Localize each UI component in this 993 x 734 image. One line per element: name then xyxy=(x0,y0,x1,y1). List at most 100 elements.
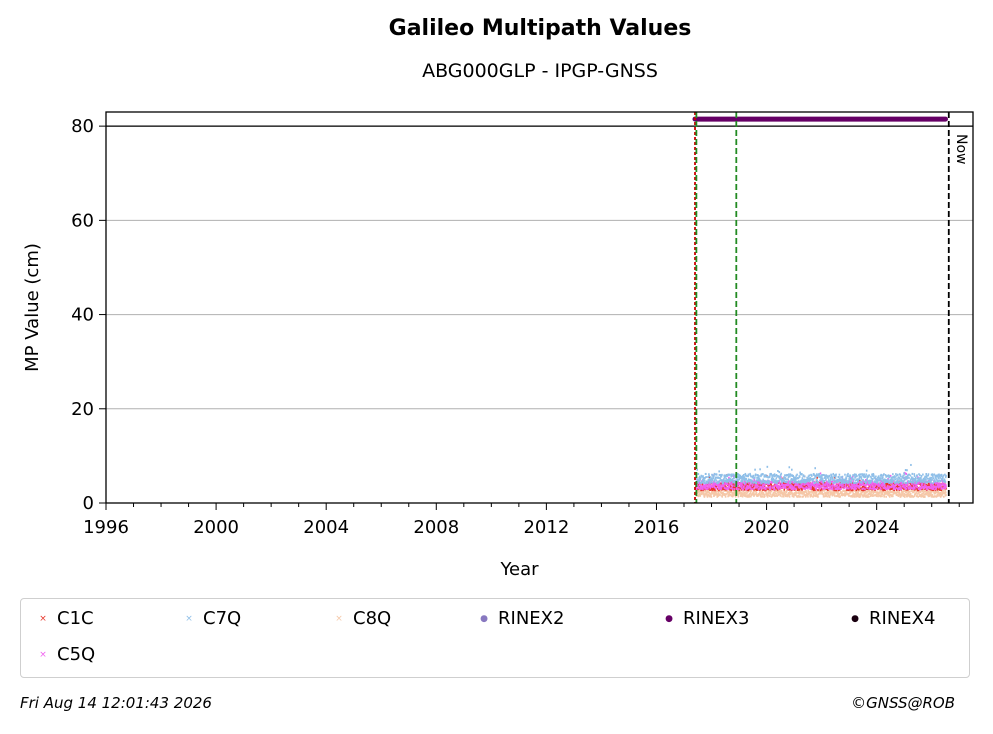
data-point xyxy=(742,475,744,478)
data-point xyxy=(866,478,868,481)
data-point xyxy=(923,490,926,493)
data-point xyxy=(872,483,874,486)
data-point xyxy=(757,494,760,497)
data-point xyxy=(812,489,815,492)
data-point xyxy=(863,480,866,483)
data-point xyxy=(703,481,705,484)
data-point xyxy=(712,483,715,486)
data-point xyxy=(845,490,848,493)
data-point xyxy=(817,489,819,492)
data-point xyxy=(903,473,906,476)
data-point xyxy=(900,493,902,496)
data-point xyxy=(789,481,792,484)
data-point xyxy=(780,485,783,488)
data-point xyxy=(892,489,894,492)
data-point xyxy=(792,486,794,489)
data-point xyxy=(760,495,763,498)
data-point xyxy=(845,481,848,484)
data-point xyxy=(906,490,909,493)
data-point xyxy=(727,480,729,483)
data-point xyxy=(730,483,733,486)
data-point xyxy=(736,485,739,488)
data-point xyxy=(879,482,881,485)
data-point xyxy=(914,485,917,488)
data-point xyxy=(915,481,918,484)
data-point xyxy=(809,491,811,494)
data-point xyxy=(874,487,877,490)
data-point xyxy=(726,482,728,485)
data-point xyxy=(723,486,726,489)
data-point xyxy=(934,485,936,488)
data-point xyxy=(740,475,743,478)
data-point xyxy=(895,474,898,477)
data-point xyxy=(864,490,867,493)
data-point xyxy=(724,495,727,498)
data-point xyxy=(887,493,890,496)
data-point xyxy=(809,483,812,486)
data-point xyxy=(737,473,739,476)
data-point xyxy=(740,485,743,488)
data-point xyxy=(832,492,835,495)
data-point xyxy=(764,494,766,497)
data-point xyxy=(815,493,817,496)
data-point xyxy=(713,479,715,482)
data-point xyxy=(793,478,796,481)
legend-item-c1c: × C1C xyxy=(35,609,93,629)
data-point xyxy=(923,487,926,490)
data-point xyxy=(729,483,731,486)
data-point xyxy=(838,476,840,479)
data-point xyxy=(900,494,903,497)
data-point xyxy=(855,495,858,498)
data-point xyxy=(880,474,883,477)
data-point xyxy=(753,478,756,481)
data-point xyxy=(845,484,848,487)
data-point xyxy=(711,481,714,484)
data-point xyxy=(730,479,733,482)
data-point xyxy=(695,487,698,490)
data-point xyxy=(740,476,742,479)
data-point xyxy=(704,482,707,485)
data-point xyxy=(928,485,931,488)
data-point xyxy=(881,483,884,486)
data-point xyxy=(855,481,857,484)
data-point xyxy=(912,488,914,491)
data-point xyxy=(750,486,753,489)
data-point xyxy=(739,474,742,477)
data-point xyxy=(917,488,920,491)
data-point xyxy=(918,482,920,485)
data-point xyxy=(914,477,917,480)
data-point xyxy=(816,494,819,497)
data-point xyxy=(699,477,702,480)
data-point xyxy=(827,476,829,479)
data-point xyxy=(826,482,828,485)
data-point xyxy=(785,486,788,489)
data-point xyxy=(821,489,823,492)
data-point xyxy=(728,492,731,495)
data-point xyxy=(940,487,943,490)
data-point xyxy=(898,481,901,484)
data-point xyxy=(914,479,916,482)
data-point xyxy=(828,495,831,498)
data-point xyxy=(838,489,840,492)
data-point xyxy=(717,486,720,489)
data-point xyxy=(741,482,744,485)
data-point xyxy=(739,491,742,494)
data-point xyxy=(779,475,782,478)
data-point xyxy=(696,468,699,471)
data-point xyxy=(910,484,913,487)
data-point xyxy=(705,492,708,495)
y-tick-label: 40 xyxy=(71,305,94,326)
data-point xyxy=(913,473,916,476)
data-point xyxy=(712,485,714,488)
data-point xyxy=(848,494,850,497)
data-point xyxy=(773,485,776,488)
data-point xyxy=(862,478,864,481)
data-point xyxy=(831,488,834,491)
data-point xyxy=(806,486,808,489)
data-point xyxy=(702,479,705,482)
data-point xyxy=(850,486,852,489)
data-point xyxy=(930,487,933,490)
data-point xyxy=(750,495,752,498)
data-point xyxy=(767,476,769,479)
data-point xyxy=(784,485,787,488)
